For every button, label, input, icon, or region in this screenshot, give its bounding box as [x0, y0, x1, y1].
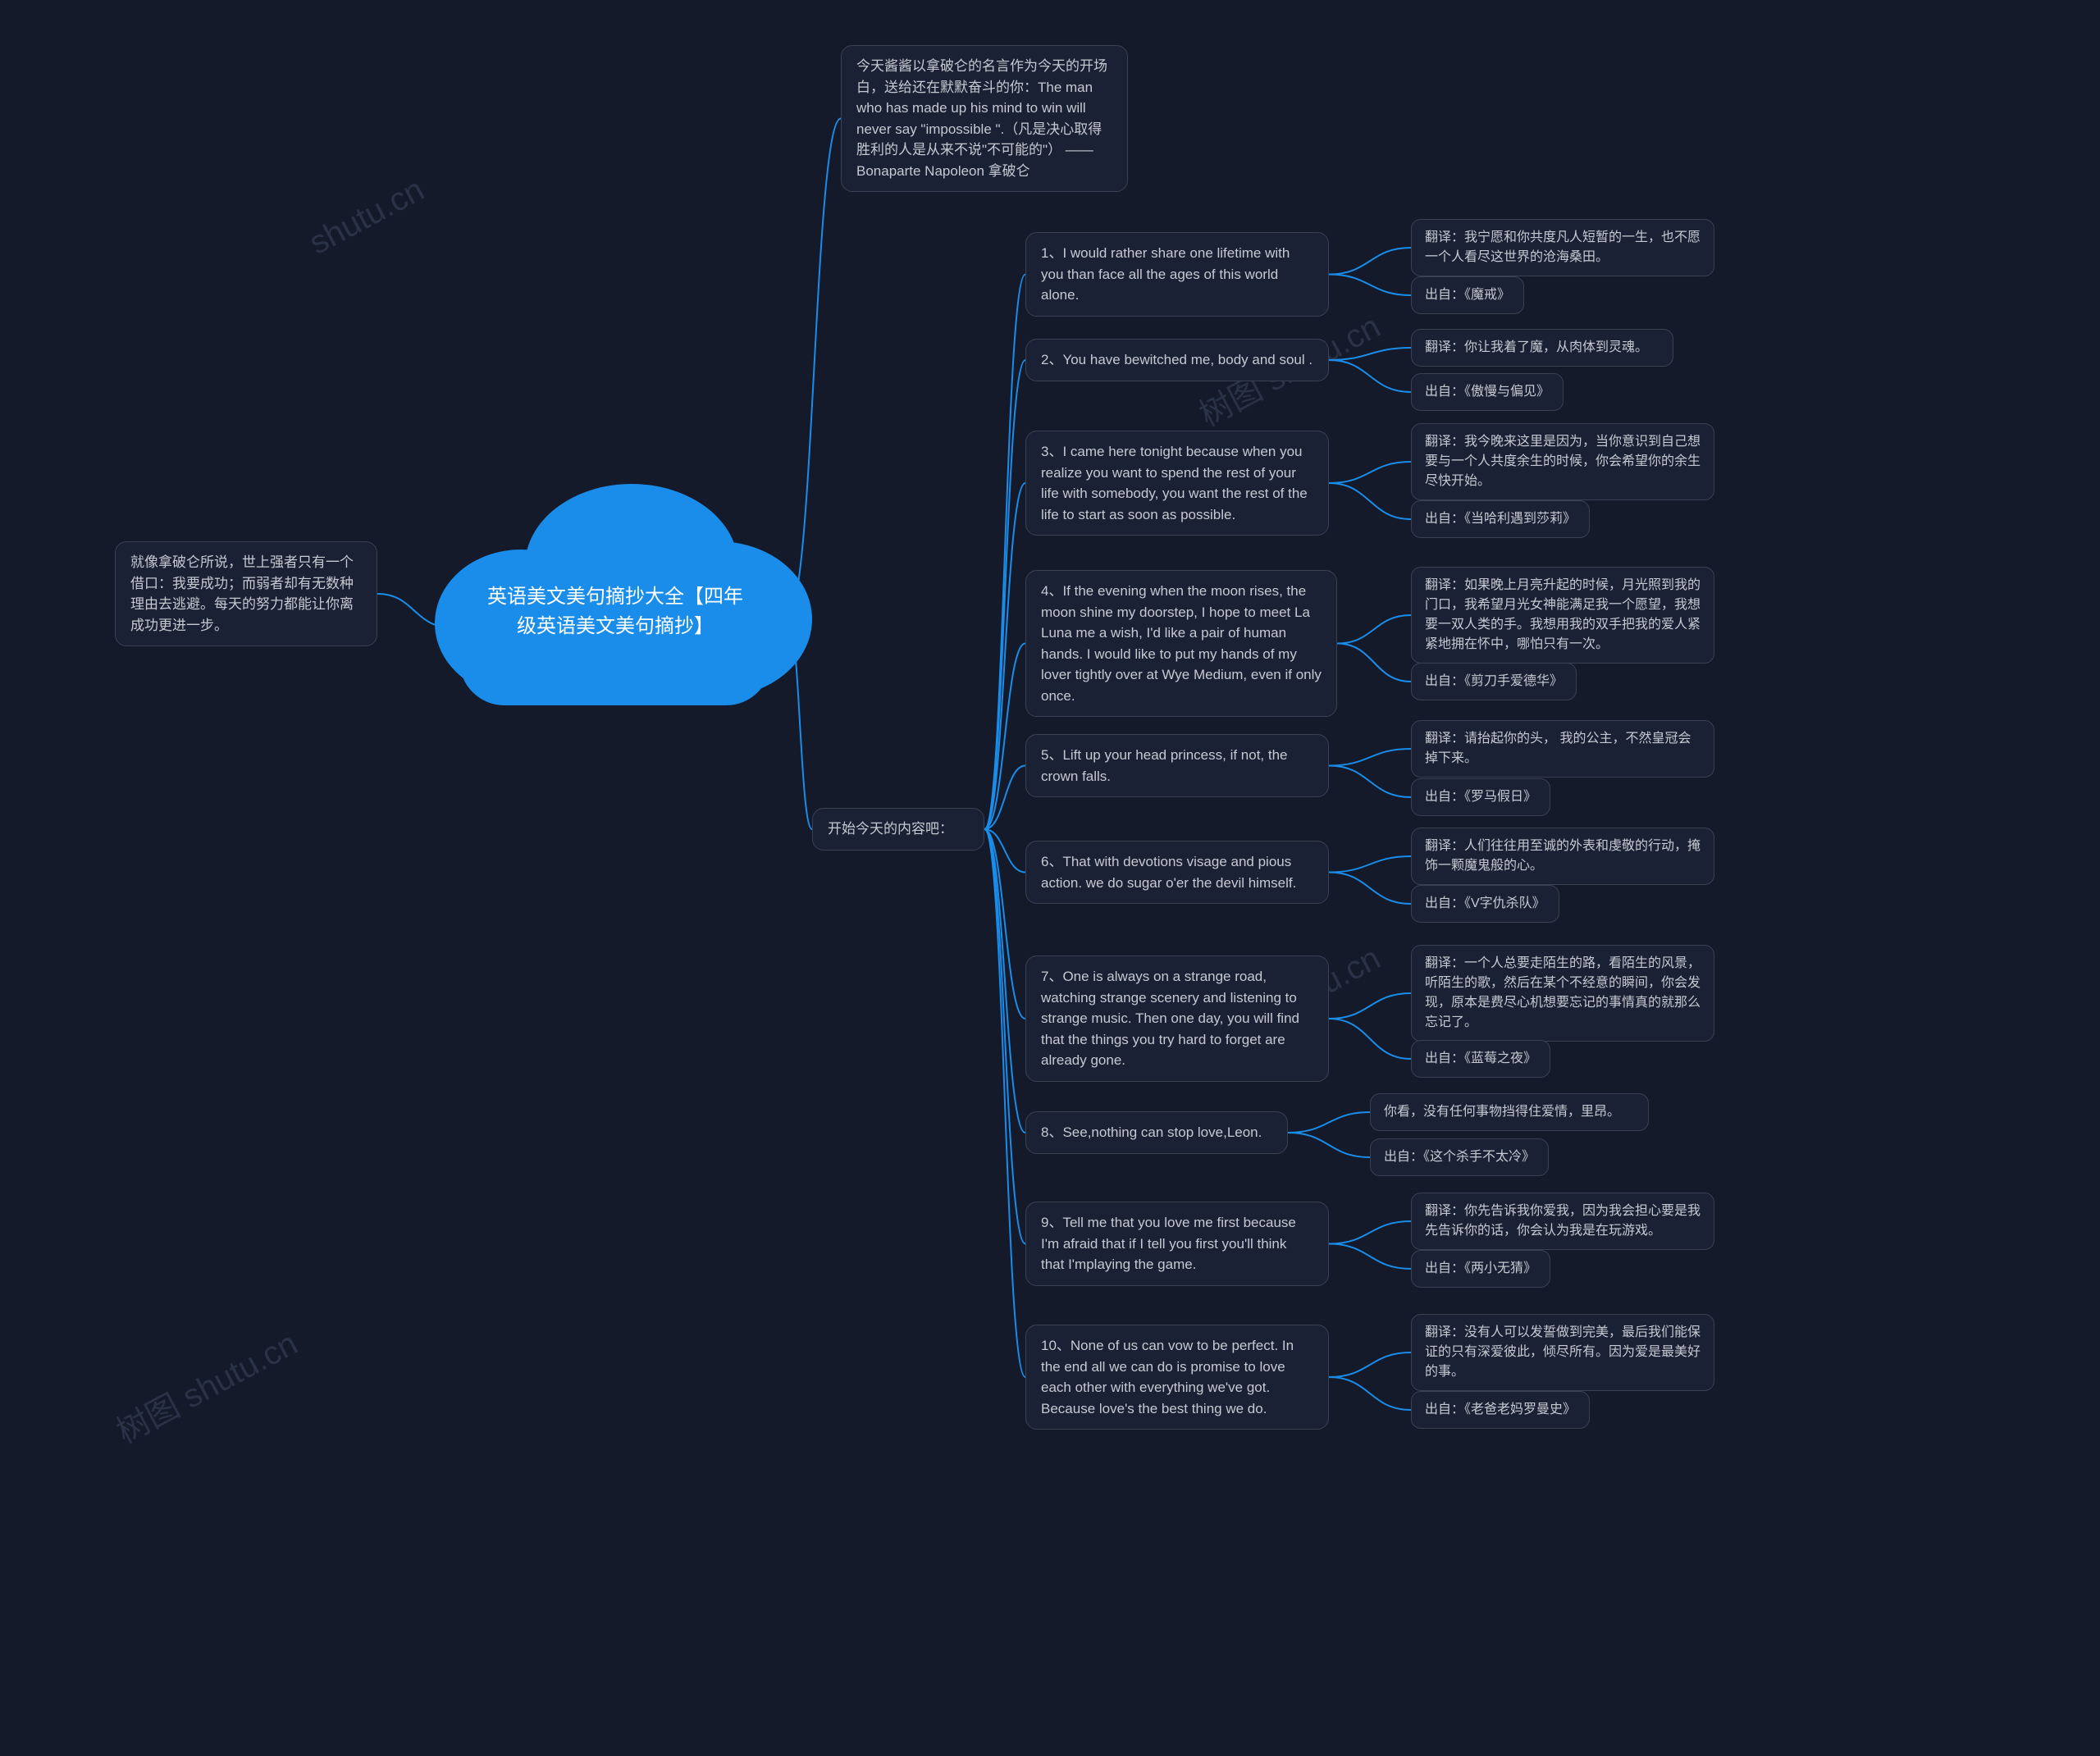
- quote-english: 8、See,nothing can stop love,Leon.: [1025, 1111, 1288, 1154]
- quote-translation: 你看，没有任何事物挡得住爱情，里昂。: [1370, 1093, 1649, 1131]
- root-node: 英语美文美句摘抄大全【四年级英语美文美句摘抄】: [435, 476, 796, 722]
- quote-english: 2、You have bewitched me, body and soul .: [1025, 339, 1329, 381]
- quote-english: 9、Tell me that you love me first because…: [1025, 1202, 1329, 1286]
- quote-translation: 翻译：请抬起你的头， 我的公主，不然皇冠会掉下来。: [1411, 720, 1714, 778]
- quote-translation: 翻译：一个人总要走陌生的路，看陌生的风景，听陌生的歌，然后在某个不经意的瞬间，你…: [1411, 945, 1714, 1042]
- quote-translation: 翻译：我今晚来这里是因为，当你意识到自己想要与一个人共度余生的时候，你会希望你的…: [1411, 423, 1714, 500]
- mindmap-canvas: shutu.cn树图 shutu.cn树图 shutu.cn树图 shutu.c…: [0, 0, 2100, 1756]
- quote-source: 出自：《老爸老妈罗曼史》: [1411, 1391, 1590, 1429]
- quote-source: 出自：《剪刀手爱德华》: [1411, 663, 1577, 700]
- quote-translation: 翻译：你先告诉我你爱我，因为我会担心要是我先告诉你的话，你会认为我是在玩游戏。: [1411, 1193, 1714, 1250]
- quote-english: 3、I came here tonight because when you r…: [1025, 431, 1329, 536]
- quote-source: 出自：《两小无猜》: [1411, 1250, 1550, 1288]
- quote-source: 出自：《罗马假日》: [1411, 778, 1550, 816]
- quote-source: 出自：《蓝莓之夜》: [1411, 1040, 1550, 1078]
- top-quote-text: 今天酱酱以拿破仑的名言作为今天的开场白，送给还在默默奋斗的你：The man w…: [856, 58, 1107, 179]
- quote-source: 出自：《当哈利遇到莎莉》: [1411, 500, 1590, 538]
- quote-translation: 翻译：如果晚上月亮升起的时候，月光照到我的门口，我希望月光女神能满足我一个愿望，…: [1411, 567, 1714, 664]
- watermark: shutu.cn: [304, 171, 431, 262]
- left-intro-text: 就像拿破仑所说，世上强者只有一个借口：我要成功；而弱者却有无数种理由去逃避。每天…: [130, 554, 354, 633]
- quote-english: 10、None of us can vow to be perfect. In …: [1025, 1325, 1329, 1430]
- quote-english: 4、If the evening when the moon rises, th…: [1025, 570, 1337, 717]
- watermark: 树图 shutu.cn: [107, 1317, 304, 1453]
- quote-english: 1、I would rather share one lifetime with…: [1025, 232, 1329, 317]
- top-quote-node: 今天酱酱以拿破仑的名言作为今天的开场白，送给还在默默奋斗的你：The man w…: [841, 45, 1128, 192]
- content-start-text: 开始今天的内容吧：: [828, 821, 953, 837]
- quote-source: 出自：《V字仇杀队》: [1411, 885, 1559, 923]
- content-start-label: 开始今天的内容吧：: [812, 808, 984, 851]
- left-intro-node: 就像拿破仑所说，世上强者只有一个借口：我要成功；而弱者却有无数种理由去逃避。每天…: [115, 541, 377, 646]
- quote-translation: 翻译：你让我着了魔，从肉体到灵魂。: [1411, 329, 1673, 367]
- quote-english: 6、That with devotions visage and pious a…: [1025, 841, 1329, 904]
- quote-source: 出自：《傲慢与偏见》: [1411, 373, 1564, 411]
- quote-english: 5、Lift up your head princess, if not, th…: [1025, 734, 1329, 797]
- quote-english: 7、One is always on a strange road, watch…: [1025, 956, 1329, 1082]
- root-title: 英语美文美句摘抄大全【四年级英语美文美句摘抄】: [435, 582, 796, 641]
- quote-source: 出自：《魔戒》: [1411, 276, 1524, 314]
- cloud-shape: 英语美文美句摘抄大全【四年级英语美文美句摘抄】: [435, 476, 796, 722]
- quote-translation: 翻译：我宁愿和你共度凡人短暂的一生，也不愿一个人看尽这世界的沧海桑田。: [1411, 219, 1714, 276]
- quote-source: 出自：《这个杀手不太冷》: [1370, 1138, 1549, 1176]
- quote-translation: 翻译：没有人可以发誓做到完美，最后我们能保证的只有深爱彼此，倾尽所有。因为爱是最…: [1411, 1314, 1714, 1391]
- quote-translation: 翻译：人们往往用至诚的外表和虔敬的行动，掩饰一颗魔鬼般的心。: [1411, 828, 1714, 885]
